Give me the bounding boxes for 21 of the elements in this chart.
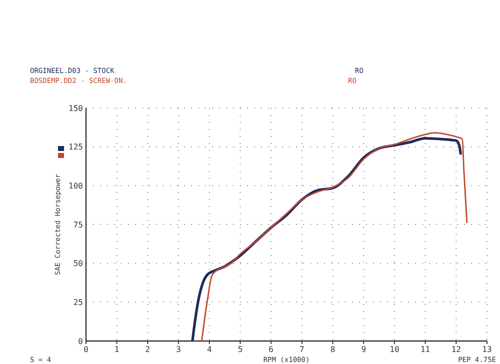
x-tick-label: 7 xyxy=(300,345,305,354)
x-tick-label: 0 xyxy=(84,345,89,354)
y-tick-label: 25 xyxy=(73,298,84,307)
x-tick-label: 2 xyxy=(145,345,150,354)
x-tick-label: 4 xyxy=(206,345,212,354)
y-tick-label: 150 xyxy=(68,104,84,113)
x-tick-label: 3 xyxy=(176,345,182,354)
x-tick-label: 10 xyxy=(390,345,400,354)
x-tick-label: 11 xyxy=(420,345,430,354)
x-tick-label: 8 xyxy=(330,345,336,354)
x-tick-label: 6 xyxy=(268,345,274,354)
x-tick-label: 13 xyxy=(482,345,492,354)
y-tick-label: 50 xyxy=(73,259,84,268)
y-tick-label: 75 xyxy=(73,220,84,230)
x-tick-label: 5 xyxy=(238,345,243,354)
y-tick-label: 100 xyxy=(68,181,84,190)
x-tick-label: 12 xyxy=(451,345,462,354)
x-tick-label: 1 xyxy=(114,345,120,354)
y-tick-label: 0 xyxy=(78,336,84,346)
y-tick-label: 125 xyxy=(68,142,84,152)
x-tick-label: 9 xyxy=(361,345,366,354)
